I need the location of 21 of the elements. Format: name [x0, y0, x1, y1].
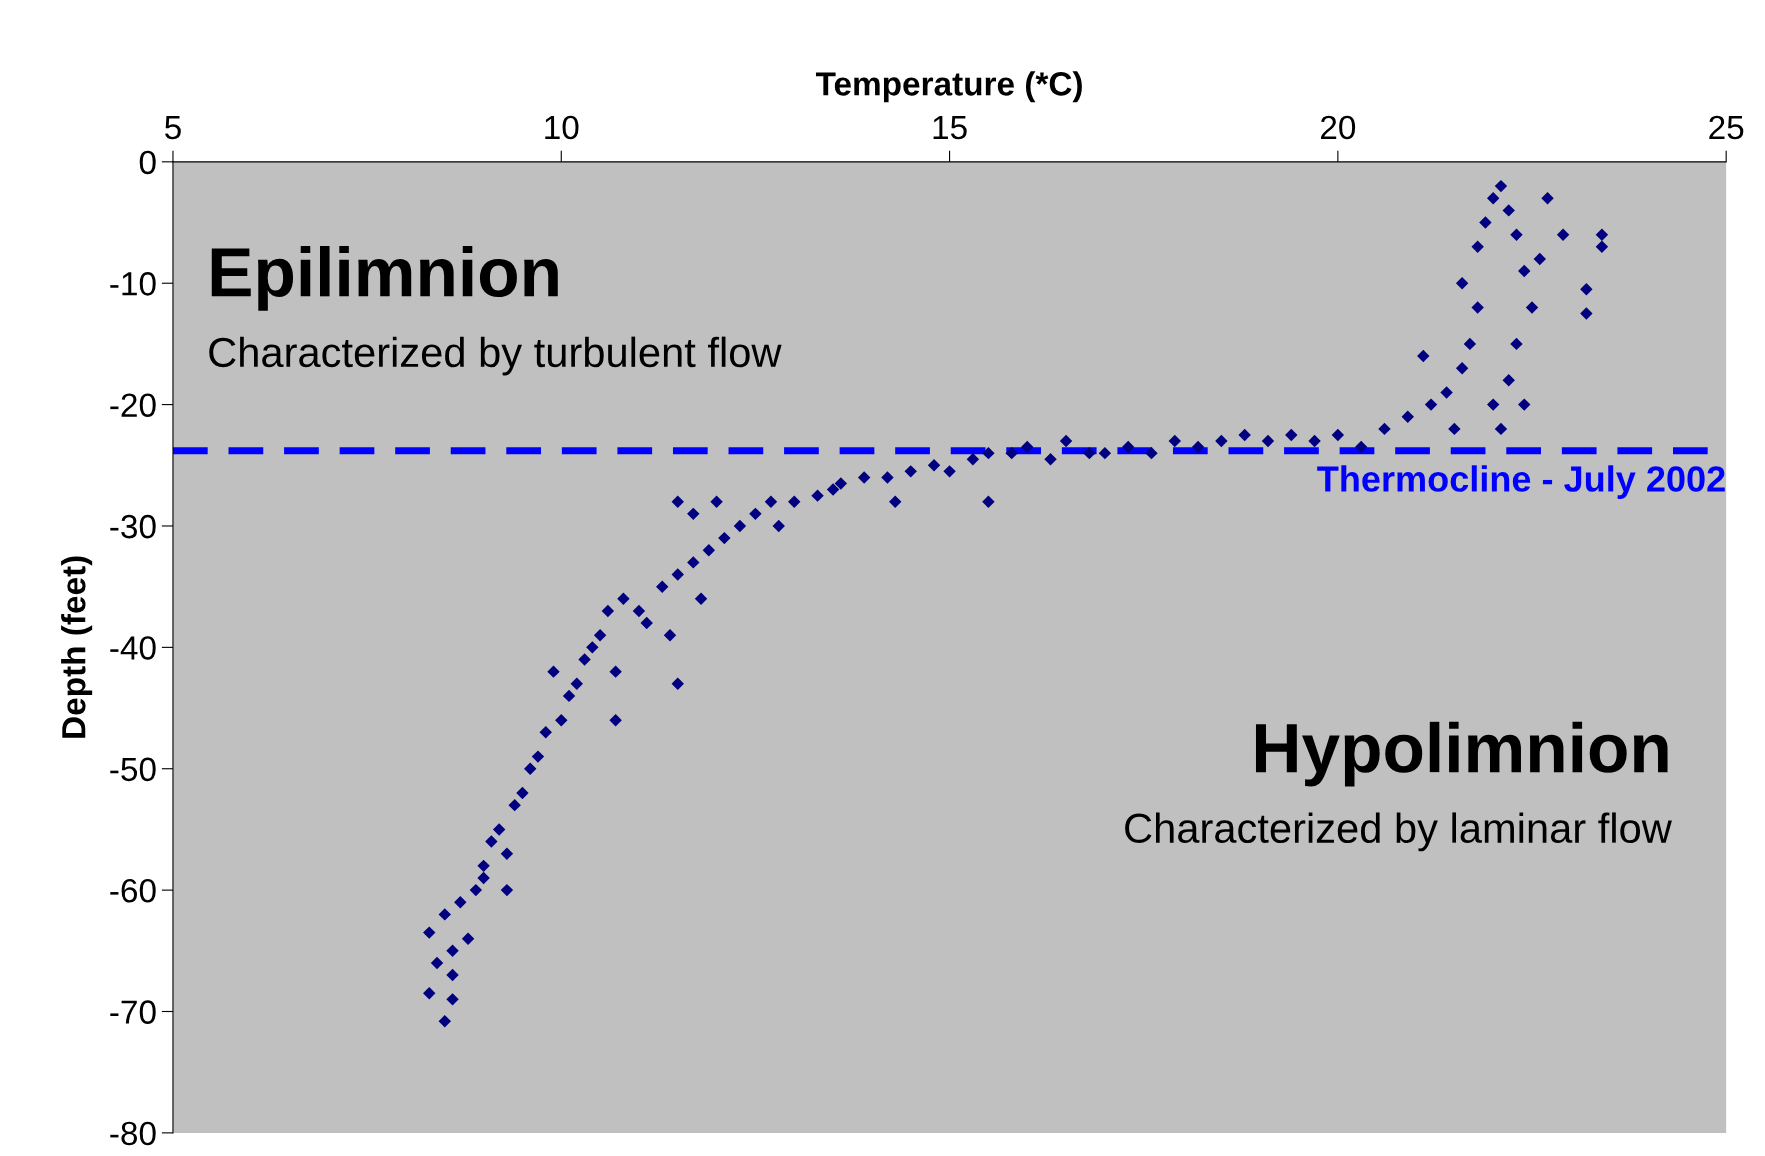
y-tick-label: 0 — [139, 150, 156, 175]
y-tick-label: -70 — [110, 1000, 156, 1024]
x-tick-label: 20 — [1321, 115, 1356, 140]
x-tick-label: 5 — [165, 116, 181, 140]
y-tick-label: -20 — [110, 393, 156, 418]
x-axis-title: Temperature (*C) — [815, 71, 1082, 103]
x-tick-label: 10 — [545, 115, 579, 140]
annotation: Characterized by laminar flow — [1125, 812, 1672, 852]
ref-line-label: Thermocline - July 2002 — [1317, 465, 1725, 499]
x-tick-label: 25 — [1709, 115, 1744, 140]
annotation: Epilimnion — [211, 246, 558, 311]
y-tick-label: -50 — [110, 757, 156, 782]
y-axis-title: Depth (feet) — [61, 556, 93, 738]
annotation: Characterized by turbulent flow — [209, 336, 782, 376]
y-tick-label: -60 — [110, 878, 156, 903]
y-tick-label: -40 — [110, 636, 156, 660]
y-tick-label: -30 — [110, 514, 156, 539]
annotation: Hypolimnion — [1255, 721, 1668, 787]
y-tick-label: -80 — [110, 1121, 156, 1146]
x-tick-label: 15 — [933, 116, 967, 140]
y-tick-label: -10 — [110, 272, 156, 296]
